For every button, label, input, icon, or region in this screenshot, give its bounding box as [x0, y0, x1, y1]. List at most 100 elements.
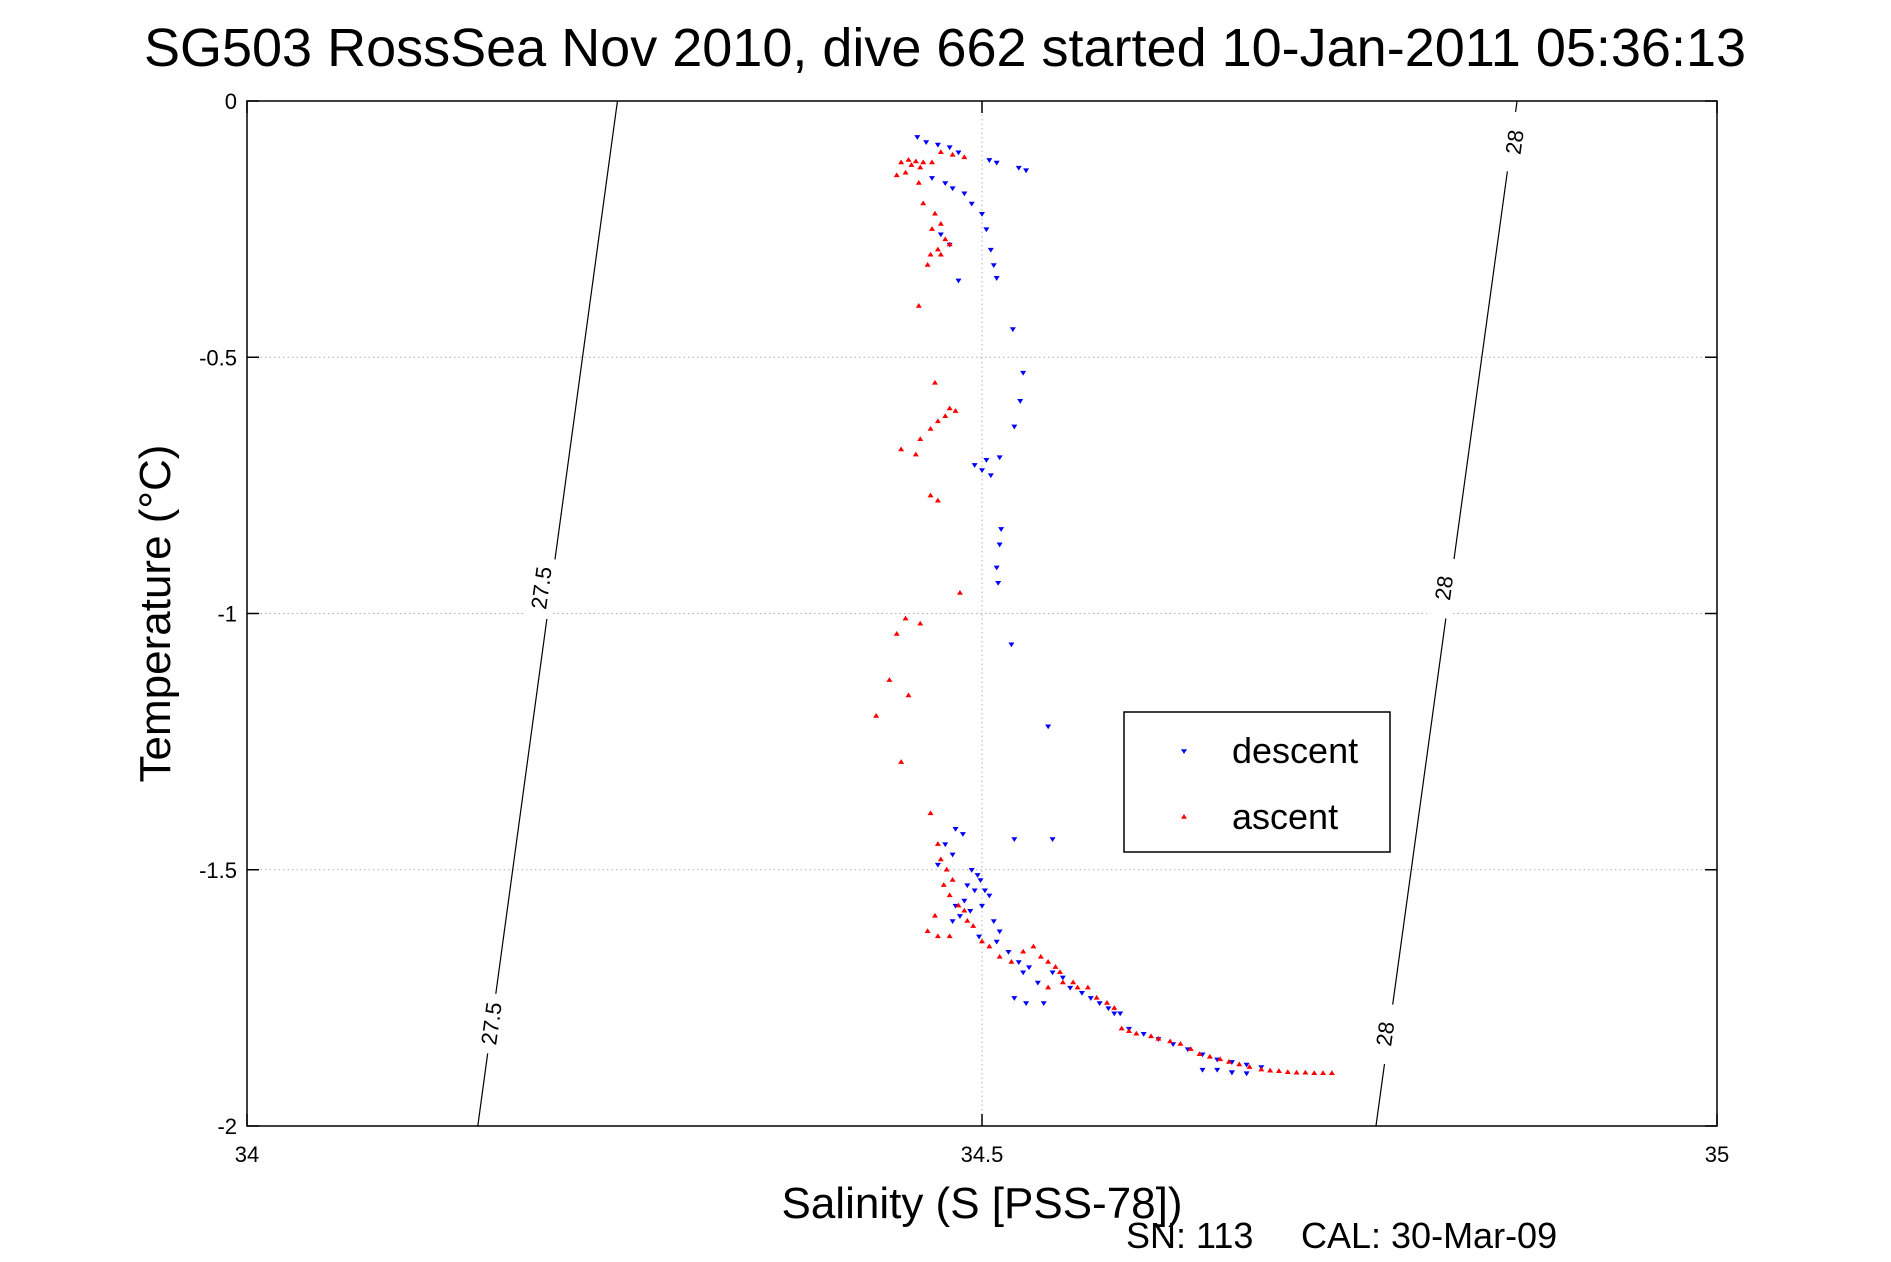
- ascent-point: [1311, 1070, 1318, 1076]
- ascent-point: [917, 620, 924, 626]
- descent-point: [1017, 399, 1024, 404]
- descent-point: [1015, 960, 1022, 965]
- ascent-point: [931, 379, 938, 385]
- ascent-point: [1020, 948, 1027, 954]
- descent-point: [968, 867, 975, 873]
- ascent-point: [924, 262, 931, 267]
- descent-point: [934, 142, 941, 148]
- ascent-point: [931, 912, 938, 918]
- legend-label-ascent: ascent: [1232, 796, 1338, 837]
- descent-point: [996, 542, 1003, 548]
- ascent-point: [1056, 969, 1063, 975]
- descent-point: [986, 158, 993, 163]
- ascent-point: [929, 159, 936, 165]
- descent-point: [1243, 1062, 1250, 1068]
- ascent-point: [937, 856, 944, 862]
- ascent-point: [920, 200, 927, 206]
- contour-label-bg: [1497, 110, 1532, 174]
- ascent-point: [915, 180, 922, 185]
- descent-point: [956, 914, 963, 919]
- x-axis-label: Salinity (S [PSS-78]): [781, 1179, 1182, 1228]
- contour-label-bg: [524, 556, 558, 620]
- ascent-point: [946, 241, 953, 247]
- descent-point: [961, 898, 968, 904]
- density-contours: 27.5 27.5 28 28 28: [474, 100, 1532, 1127]
- descent-point: [1034, 980, 1041, 986]
- descent-point: [937, 232, 944, 238]
- contour-label-bg: [1426, 556, 1461, 620]
- descent-point: [1117, 1011, 1124, 1017]
- descent-point: [990, 263, 997, 268]
- descent-point: [990, 919, 997, 924]
- descent-point: [1096, 1001, 1103, 1006]
- descent-point: [1199, 1067, 1206, 1073]
- ascent-point: [964, 918, 971, 923]
- ascent-point: [908, 162, 915, 167]
- ascent-point: [955, 902, 962, 908]
- ascent-point: [917, 436, 924, 442]
- ascent-point: [929, 226, 936, 231]
- ascent-point: [1196, 1051, 1203, 1057]
- x-tick-label: 35: [1705, 1142, 1729, 1167]
- descent-point: [1015, 165, 1022, 171]
- ascent-point: [943, 866, 950, 872]
- ascent-point: [1236, 1061, 1243, 1067]
- descent-point: [1023, 1001, 1030, 1006]
- legend-box: [1123, 711, 1391, 853]
- descent-point: [996, 455, 1003, 461]
- ascent-point: [1302, 1069, 1309, 1075]
- descent-point: [996, 929, 1003, 935]
- x-tick-label: 34: [235, 1142, 259, 1167]
- descent-point: [976, 934, 983, 940]
- descent-point: [955, 278, 962, 284]
- ascent-point: [893, 172, 900, 178]
- descent-point: [979, 468, 985, 473]
- ascent-point: [937, 251, 944, 257]
- ascent-point: [934, 246, 941, 252]
- ascent-point: [1320, 1070, 1327, 1076]
- descent-point: [1040, 1001, 1047, 1006]
- ascent-point: [886, 677, 893, 682]
- descent-point: [987, 247, 994, 253]
- legend-items: descent ascent: [1181, 730, 1358, 837]
- series-descent: [914, 135, 1265, 1077]
- descent-point: [942, 842, 949, 848]
- descent-point: [1105, 1006, 1112, 1012]
- ascent-point: [1074, 984, 1081, 990]
- ascent-point: [1225, 1058, 1232, 1064]
- descent-point: [949, 186, 956, 192]
- ascent-point: [1052, 964, 1059, 969]
- descent-point: [1111, 1011, 1118, 1017]
- descent-point: [1020, 970, 1027, 976]
- descent-point: [1140, 1031, 1147, 1037]
- ascent-point: [917, 164, 924, 170]
- descent-point: [1045, 724, 1052, 730]
- ascent-point: [1217, 1056, 1224, 1062]
- ascent-point: [956, 590, 963, 595]
- descent-point: [949, 852, 956, 858]
- ascent-point: [1059, 979, 1066, 985]
- axis-ticks: 34 34.5 35 0 -0.5 -1 -1.5 -2: [199, 89, 1729, 1167]
- descent-point: [1049, 837, 1056, 842]
- y-tick-label: -2: [217, 1114, 237, 1139]
- descent-point: [1214, 1067, 1221, 1073]
- ascent-point: [996, 953, 1003, 959]
- ascent-point: [970, 923, 977, 928]
- ascent-point: [1275, 1068, 1282, 1073]
- x-tick-label: 34.5: [961, 1142, 1004, 1167]
- ascent-point: [934, 841, 941, 846]
- ascent-point: [1328, 1070, 1335, 1076]
- descent-point: [983, 227, 990, 233]
- ascent-point: [946, 405, 953, 411]
- ascent-point: [942, 413, 949, 418]
- descent-point: [955, 150, 962, 156]
- chart-title: SG503 RossSea Nov 2010, dive 662 started…: [144, 18, 1746, 78]
- descent-point: [923, 140, 930, 145]
- descent-point: [983, 457, 990, 463]
- ascent-point: [898, 759, 905, 764]
- descent-point: [993, 939, 1000, 945]
- ascent-point: [912, 158, 919, 164]
- descent-point: [961, 191, 968, 197]
- ascent-point: [1187, 1046, 1194, 1051]
